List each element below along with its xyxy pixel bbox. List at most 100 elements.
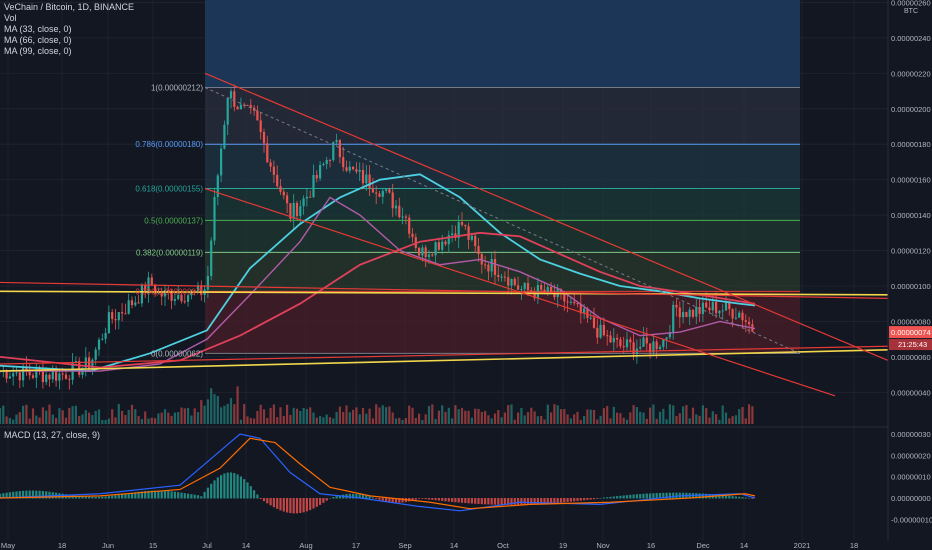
candle-body (625, 339, 629, 348)
candle-body (655, 341, 658, 349)
volume-bar (15, 414, 18, 424)
macd-histogram-bar (299, 498, 302, 514)
time-tick-label: May (1, 541, 15, 550)
time-tick-label: Nov (596, 541, 610, 550)
candle-body (592, 317, 596, 328)
volume-bar (612, 406, 615, 424)
volume-bar (332, 418, 335, 424)
volume-bar (2, 405, 5, 424)
volume-bar (315, 417, 318, 424)
candle-body (229, 91, 233, 99)
candle-body (368, 174, 371, 189)
candle-body (196, 285, 200, 291)
candle-body (124, 313, 127, 315)
macd-histogram-bar (35, 490, 38, 499)
volume-bar (170, 415, 173, 424)
macd-histogram-bar (744, 497, 747, 499)
candle-body (262, 132, 266, 144)
macd-histogram-bar (154, 490, 157, 499)
time-tick-label: 16 (647, 541, 655, 550)
price-tick-label: 0.00000120 (891, 247, 931, 256)
volume-bar (253, 418, 256, 424)
candle-body (609, 335, 612, 343)
time-tick-label: 18 (58, 541, 66, 550)
volume-bar (629, 412, 632, 424)
fib-level-label: 0.382(0.00000119) (136, 248, 203, 257)
candle-body (117, 312, 120, 321)
candle-body (177, 294, 180, 300)
macd-histogram-bar (520, 498, 523, 505)
macd-histogram-bar (8, 492, 11, 499)
macd-histogram-bar (332, 497, 335, 499)
candle-body (137, 302, 140, 304)
volume-bar (88, 412, 91, 424)
volume-bar (41, 407, 44, 424)
volume-bar (451, 418, 454, 424)
macd-histogram-bar (282, 498, 285, 512)
macd-histogram-bar (566, 498, 569, 502)
time-tick-label: 14 (242, 541, 250, 550)
volume-bar (31, 408, 35, 424)
candle-body (553, 292, 556, 298)
macd-histogram-bar (375, 498, 378, 499)
volume-bar (216, 396, 219, 424)
macd-histogram-bar (457, 498, 460, 503)
price-tick-label: 0.00000200 (891, 105, 931, 114)
macd-histogram-bar (734, 496, 737, 499)
volume-bar (744, 418, 747, 424)
macd-histogram-bar (249, 486, 252, 499)
candle-body (107, 312, 110, 333)
volume-bar (117, 404, 120, 424)
candle-body (312, 174, 315, 197)
volume-bar (724, 412, 728, 424)
macd-histogram-bar (381, 498, 384, 501)
macd-histogram-bar (437, 498, 440, 501)
price-tick-label: 0.00000180 (891, 140, 931, 149)
volume-bar (487, 415, 490, 424)
volume-bar (111, 409, 114, 424)
ma99-line (0, 231, 756, 369)
volume-bar (180, 407, 183, 424)
candle-body (385, 189, 388, 191)
volume-bar (642, 412, 645, 424)
candle-body (672, 304, 675, 333)
macd-histogram-bar (503, 498, 506, 505)
volume-bar (523, 415, 526, 424)
macd-histogram-bar (460, 498, 464, 503)
macd-histogram-bar (262, 498, 266, 502)
volume-bar (748, 404, 751, 424)
macd-histogram-bar (107, 496, 110, 499)
volume-bar (375, 404, 378, 424)
candle-body (378, 193, 381, 197)
macd-histogram-bar (665, 492, 668, 499)
volume-bar (371, 418, 374, 424)
macd-histogram-bar (701, 493, 704, 499)
volume-bar (18, 412, 21, 424)
candle-body (490, 258, 493, 272)
volume-bar (177, 412, 180, 424)
macd-histogram-bar (649, 493, 652, 499)
macd-histogram-bar (269, 498, 272, 506)
fib-retracement-zones (205, 0, 800, 354)
volume-bar (573, 414, 576, 424)
candle-body (543, 289, 546, 294)
volume-bars (0, 386, 754, 424)
macd-histogram-bar (612, 496, 615, 499)
candle-body (61, 373, 64, 375)
candle-body (114, 319, 117, 321)
volume-bar (427, 406, 431, 424)
macd-histogram-bar (18, 491, 21, 499)
macd-histogram-bar (550, 498, 553, 504)
candle-body (55, 371, 58, 381)
candle-body (688, 309, 691, 317)
time-tick-label: 2021 (794, 541, 811, 550)
volume-bar (507, 405, 510, 424)
volume-bar (731, 416, 734, 424)
macd-histogram-bar (190, 494, 193, 499)
candle-body (134, 302, 137, 306)
macd-histogram-bar (289, 498, 292, 514)
macd-histogram-bar (401, 498, 404, 503)
macd-histogram-bar (144, 491, 147, 499)
candle-body (223, 124, 226, 149)
